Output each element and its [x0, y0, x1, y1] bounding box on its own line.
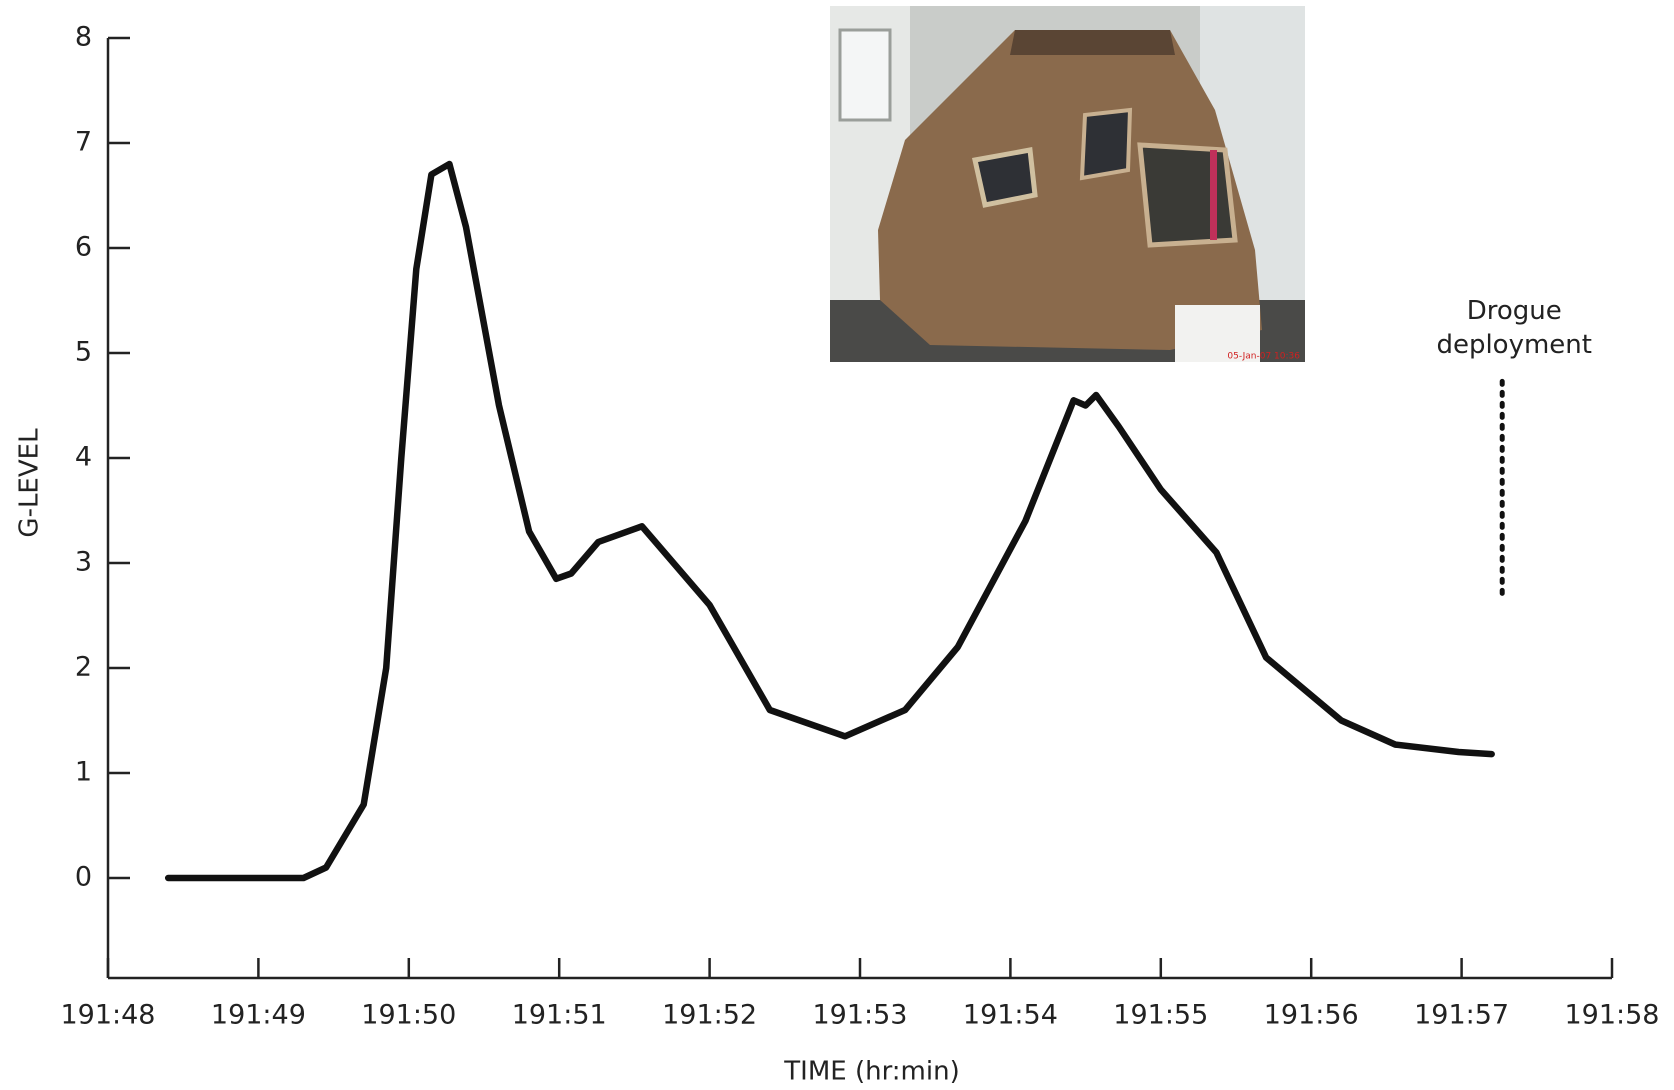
photo-timestamp: 05-Jan-07 10:36 [1227, 352, 1300, 362]
y-tick-label: 2 [75, 652, 92, 683]
y-tick-label: 4 [75, 442, 92, 473]
photo: 05-Jan-07 10:36 [830, 6, 1305, 362]
annotation-text: Drogue [1467, 296, 1562, 326]
x-tick-label: 191:51 [512, 1000, 607, 1031]
x-tick-label: 191:52 [662, 1000, 757, 1031]
y-tick-label: 0 [75, 862, 92, 893]
y-tick-label: 7 [75, 127, 92, 158]
x-tick-label: 191:49 [211, 1000, 306, 1031]
annotation-text: deployment [1436, 330, 1592, 360]
y-tick-label: 8 [75, 22, 92, 53]
x-axis-title: TIME (hr:min) [783, 1057, 959, 1087]
x-tick-label: 191:55 [1113, 1000, 1208, 1031]
x-tick-label: 191:56 [1264, 1000, 1359, 1031]
y-tick-label: 5 [75, 337, 92, 368]
x-tick-label: 191:50 [361, 1000, 456, 1031]
x-tick-label: 191:54 [963, 1000, 1058, 1031]
y-tick-label: 3 [75, 547, 92, 578]
x-tick-label: 191:48 [61, 1000, 156, 1031]
x-tick-label: 191:57 [1414, 1000, 1509, 1031]
x-tick-label: 191:53 [813, 1000, 908, 1031]
y-tick-label: 1 [75, 757, 92, 788]
x-tick-label: 191:58 [1565, 1000, 1660, 1031]
y-axis-title: G-LEVEL [15, 428, 45, 538]
y-tick-label: 6 [75, 232, 92, 263]
data-line [164, 160, 1495, 882]
